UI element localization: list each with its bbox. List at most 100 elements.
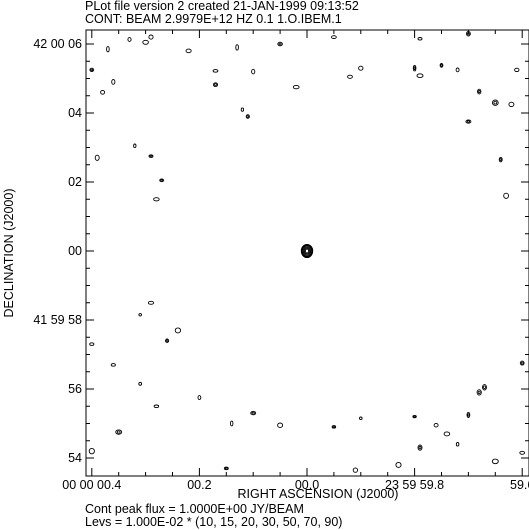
plot-header-line2: CONT: BEAM 2.9979E+12 HZ 0.1 1.O.IBEM.1 — [85, 12, 342, 26]
sidelobe-contour — [331, 425, 337, 429]
sidelobe-contour — [153, 404, 160, 409]
sidelobe-inner-contour — [332, 425, 336, 428]
sidelobe-contour — [197, 395, 202, 401]
sidelobe-contour — [514, 67, 520, 73]
sidelobe-contour — [498, 156, 503, 163]
x-axis-title: RIGHT ASCENSION (J2000) — [238, 487, 399, 501]
axis-ticks — [86, 30, 529, 476]
y-tick-label: 04 — [68, 106, 82, 120]
sidelobe-contour — [212, 82, 219, 88]
peak-contour — [303, 247, 311, 255]
sidelobe-contour — [491, 458, 499, 465]
contour-lines — [88, 30, 526, 473]
plot-header-line1: PLot file version 2 created 21-JAN-1999 … — [85, 0, 359, 13]
sidelobe-contour — [508, 101, 515, 108]
sidelobe-contour — [115, 429, 123, 435]
sidelobe-contour — [165, 338, 170, 343]
sidelobe-contour — [292, 84, 300, 90]
sidelobe-contour — [133, 143, 137, 149]
sidelobe-inner-contour — [246, 115, 250, 118]
peak-flux-note: Cont peak flux = 1.0000E+00 JY/BEAM — [85, 502, 304, 516]
sidelobe-contour — [439, 63, 444, 68]
sidelobe-contour — [185, 48, 192, 54]
peak-contour — [301, 245, 313, 257]
x-tick-label: 23 59 59.8 — [385, 478, 444, 492]
sidelobe-inner-contour — [413, 415, 416, 418]
sidelobe-contour — [412, 65, 417, 72]
sidelobe-contour — [159, 178, 165, 183]
sidelobe-inner-contour — [214, 83, 217, 87]
sidelobe-contour — [347, 74, 353, 79]
sidelobe-contour — [235, 44, 239, 51]
sidelobe-contour — [111, 79, 116, 85]
sidelobe-contour — [443, 431, 451, 437]
sidelobe-contour — [433, 422, 439, 428]
sidelobe-contour — [147, 300, 155, 305]
sidelobe-inner-contour — [477, 390, 481, 395]
sidelobe-inner-contour — [440, 64, 443, 67]
sidelobe-contour — [240, 107, 245, 112]
sidelobe-contour — [142, 39, 149, 45]
sidelobe-contour — [251, 68, 256, 75]
x-tick-labels: 00 00 00.4 00.2 00.0 23 59 59.8 59.6 — [62, 478, 529, 492]
sidelobe-contour — [100, 89, 106, 95]
sidelobe-inner-contour — [251, 411, 255, 415]
sidelobe-contour — [465, 119, 472, 124]
sidelobe-contour — [417, 444, 423, 451]
sidelobe-contour — [519, 360, 525, 366]
sidelobe-contour — [110, 363, 116, 367]
sidelobe-contour — [223, 466, 229, 471]
sidelobe-contour — [230, 420, 234, 427]
sidelobe-inner-contour — [278, 42, 282, 46]
y-tick-labels: 42 00 06 04 02 00 41 59 58 56 54 — [33, 37, 82, 465]
sidelobe-contour — [416, 73, 424, 79]
sidelobe-contour — [212, 69, 219, 73]
y-axis-title: DECLINATION (J2000) — [2, 189, 16, 318]
sidelobe-contour — [466, 411, 471, 418]
peak-contour — [304, 248, 310, 254]
sidelobe-contour — [331, 35, 337, 39]
sidelobe-contour — [89, 342, 95, 346]
sidelobe-contour — [94, 154, 100, 161]
sidelobe-contour — [127, 37, 132, 42]
sidelobe-contour — [476, 389, 482, 396]
sidelobe-contour — [395, 461, 402, 468]
sidelobe-contour — [359, 416, 363, 421]
sidelobe-contour — [466, 30, 471, 37]
sidelobe-contour — [477, 88, 482, 95]
sidelobe-inner-contour — [418, 445, 422, 450]
sidelobe-contour — [455, 441, 460, 447]
sidelobe-contour — [138, 381, 143, 386]
sidelobe-contour — [519, 450, 526, 455]
sidelobe-contour — [491, 99, 499, 106]
sidelobe-inner-contour — [466, 120, 471, 123]
sidelobe-inner-contour — [499, 158, 502, 162]
y-tick-label: 00 — [68, 244, 82, 258]
sidelobe-contour — [455, 67, 460, 73]
sidelobe-contour — [277, 422, 284, 428]
sidelobe-contour — [88, 447, 95, 455]
sidelobe-inner-contour — [116, 430, 121, 434]
x-tick-label: 59.6 — [510, 478, 529, 492]
sidelobe-inner-contour — [493, 100, 498, 105]
sidelobe-contour — [106, 46, 110, 53]
sidelobe-contour — [174, 327, 182, 334]
sidelobe-contour — [503, 192, 509, 199]
sidelobe-contour — [89, 67, 95, 73]
sidelobe-inner-contour — [466, 32, 470, 36]
sidelobe-contour — [277, 41, 283, 47]
sidelobe-contour — [153, 197, 160, 202]
y-tick-label: 42 00 06 — [33, 37, 82, 51]
sidelobe-inner-contour — [413, 66, 416, 70]
sidelobe-inner-contour — [160, 179, 164, 182]
sidelobe-inner-contour — [467, 413, 470, 417]
sidelobe-contour — [250, 410, 257, 416]
sidelobe-inner-contour — [165, 339, 169, 342]
sidelobe-inner-contour — [90, 68, 94, 72]
sidelobe-contour — [417, 37, 423, 41]
sidelobe-contour — [358, 65, 364, 71]
contour-levels-note: Levs = 1.000E-02 * (10, 15, 20, 30, 50, … — [85, 515, 343, 529]
sidelobe-contour — [148, 154, 154, 158]
x-tick-label: 00 00 00.4 — [62, 478, 121, 492]
